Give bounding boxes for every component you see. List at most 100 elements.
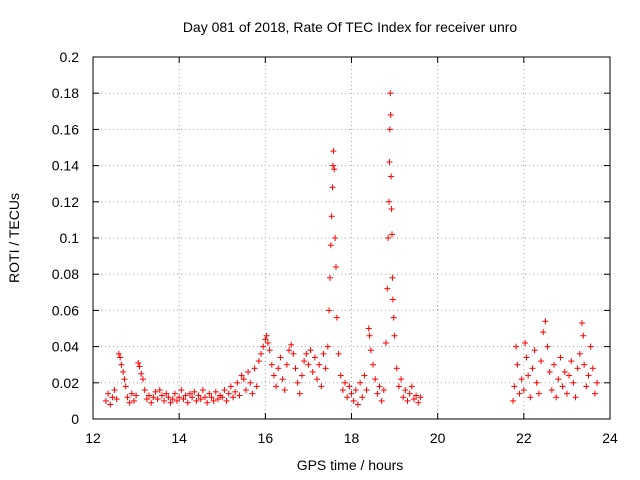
data-point [367, 347, 374, 354]
data-point [113, 396, 120, 403]
data-point [406, 390, 413, 397]
data-point [296, 390, 303, 397]
data-point [339, 387, 346, 394]
data-point [154, 396, 161, 403]
data-point [350, 397, 357, 404]
y-tick-label: 0.18 [52, 85, 79, 101]
data-point [511, 383, 518, 390]
data-point [111, 387, 118, 394]
data-point [242, 387, 249, 394]
data-point [333, 314, 340, 321]
data-point [174, 397, 181, 404]
data-point [376, 383, 383, 390]
data-point [363, 387, 370, 394]
data-point [206, 390, 213, 397]
data-point [307, 347, 314, 354]
data-point [581, 361, 588, 368]
data-point [410, 396, 417, 403]
data-point [219, 394, 226, 401]
data-point [389, 296, 396, 303]
data-point [391, 332, 398, 339]
data-point [305, 361, 312, 368]
data-point [538, 358, 545, 365]
data-point [387, 111, 394, 118]
y-tick-label: 0.02 [52, 375, 79, 391]
data-point [591, 390, 598, 397]
y-tick-label: 0.16 [52, 121, 79, 137]
data-point [208, 394, 215, 401]
data-point [115, 350, 122, 357]
data-point [107, 401, 114, 408]
data-point [189, 394, 196, 401]
data-point [348, 390, 355, 397]
data-point [318, 383, 325, 390]
data-point [510, 397, 517, 404]
data-point [247, 379, 254, 386]
data-point [366, 332, 373, 339]
data-point [523, 354, 530, 361]
data-point [133, 392, 140, 399]
data-point [236, 392, 243, 399]
data-point [126, 399, 133, 406]
y-axis-label: ROTI / TECUs [6, 193, 22, 283]
data-point [253, 383, 260, 390]
y-tick-label: 0.04 [52, 339, 79, 355]
data-point [344, 394, 351, 401]
data-point [529, 365, 536, 372]
data-point [225, 390, 232, 397]
data-point [214, 396, 221, 403]
data-point [105, 390, 112, 397]
data-point [277, 354, 284, 361]
data-point [365, 325, 372, 332]
y-tick-label: 0.14 [52, 158, 79, 174]
data-point [148, 399, 155, 406]
data-point [281, 387, 288, 394]
data-point [525, 372, 532, 379]
data-point [374, 390, 381, 397]
data-point [357, 379, 364, 386]
data-point [398, 376, 405, 383]
data-point [404, 397, 411, 404]
x-tick-label: 24 [602, 430, 618, 446]
grid-lines [93, 57, 610, 419]
data-point [335, 350, 342, 357]
data-point [298, 372, 305, 379]
x-axis-label: GPS time / hours [297, 457, 404, 473]
data-point [548, 387, 555, 394]
data-point [258, 350, 265, 357]
data-point [182, 392, 189, 399]
data-point [167, 399, 174, 406]
data-point [354, 401, 361, 408]
data-point [171, 390, 178, 397]
data-point [557, 354, 564, 361]
data-point [533, 379, 540, 386]
data-point [163, 390, 170, 397]
data-point [309, 368, 316, 375]
data-point [139, 376, 146, 383]
data-points [102, 90, 601, 408]
data-point [195, 392, 202, 399]
data-point [390, 314, 397, 321]
data-point [128, 390, 135, 397]
data-point [594, 379, 601, 386]
data-point [275, 365, 282, 372]
data-point [550, 361, 557, 368]
data-point [563, 390, 570, 397]
data-point [384, 285, 391, 292]
data-point [158, 392, 165, 399]
data-point [553, 394, 560, 401]
chart-title: Day 081 of 2018, Rate Of TEC Index for r… [183, 19, 518, 35]
data-point [400, 394, 407, 401]
data-point [585, 372, 592, 379]
data-point [199, 387, 206, 394]
data-point [245, 368, 252, 375]
data-point [566, 372, 573, 379]
data-point [531, 347, 538, 354]
data-point [542, 318, 549, 325]
y-tick-label: 0.08 [52, 266, 79, 282]
data-point [279, 376, 286, 383]
data-point [130, 397, 137, 404]
data-point [576, 350, 583, 357]
data-point [331, 166, 338, 173]
